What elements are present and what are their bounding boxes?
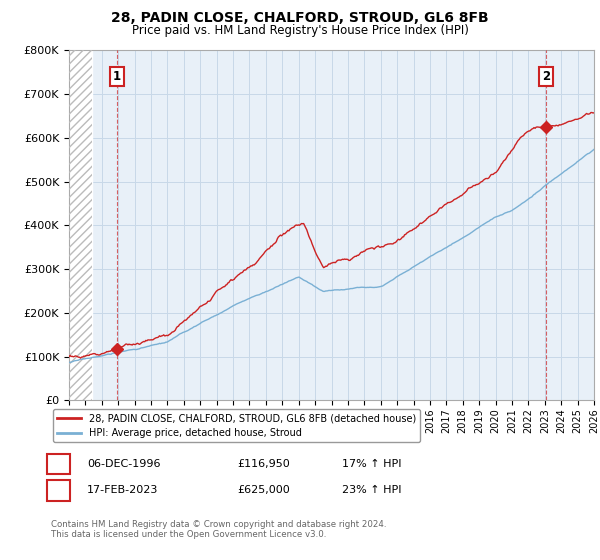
Text: 1: 1: [55, 457, 63, 470]
Bar: [69, 50, 92, 400]
Text: 2: 2: [55, 483, 63, 497]
Text: £116,950: £116,950: [237, 459, 290, 469]
Legend: 28, PADIN CLOSE, CHALFORD, STROUD, GL6 8FB (detached house), HPI: Average price,: 28, PADIN CLOSE, CHALFORD, STROUD, GL6 8…: [53, 409, 420, 442]
Text: 17% ↑ HPI: 17% ↑ HPI: [342, 459, 401, 469]
Text: Contains HM Land Registry data © Crown copyright and database right 2024.
This d: Contains HM Land Registry data © Crown c…: [51, 520, 386, 539]
Text: 23% ↑ HPI: 23% ↑ HPI: [342, 485, 401, 495]
Text: 17-FEB-2023: 17-FEB-2023: [87, 485, 158, 495]
Text: Price paid vs. HM Land Registry's House Price Index (HPI): Price paid vs. HM Land Registry's House …: [131, 24, 469, 36]
Text: 28, PADIN CLOSE, CHALFORD, STROUD, GL6 8FB: 28, PADIN CLOSE, CHALFORD, STROUD, GL6 8…: [111, 11, 489, 25]
Text: £625,000: £625,000: [237, 485, 290, 495]
Text: 2: 2: [542, 70, 550, 83]
Text: 1: 1: [113, 70, 121, 83]
Bar: [69, 50, 92, 400]
Text: 06-DEC-1996: 06-DEC-1996: [87, 459, 161, 469]
